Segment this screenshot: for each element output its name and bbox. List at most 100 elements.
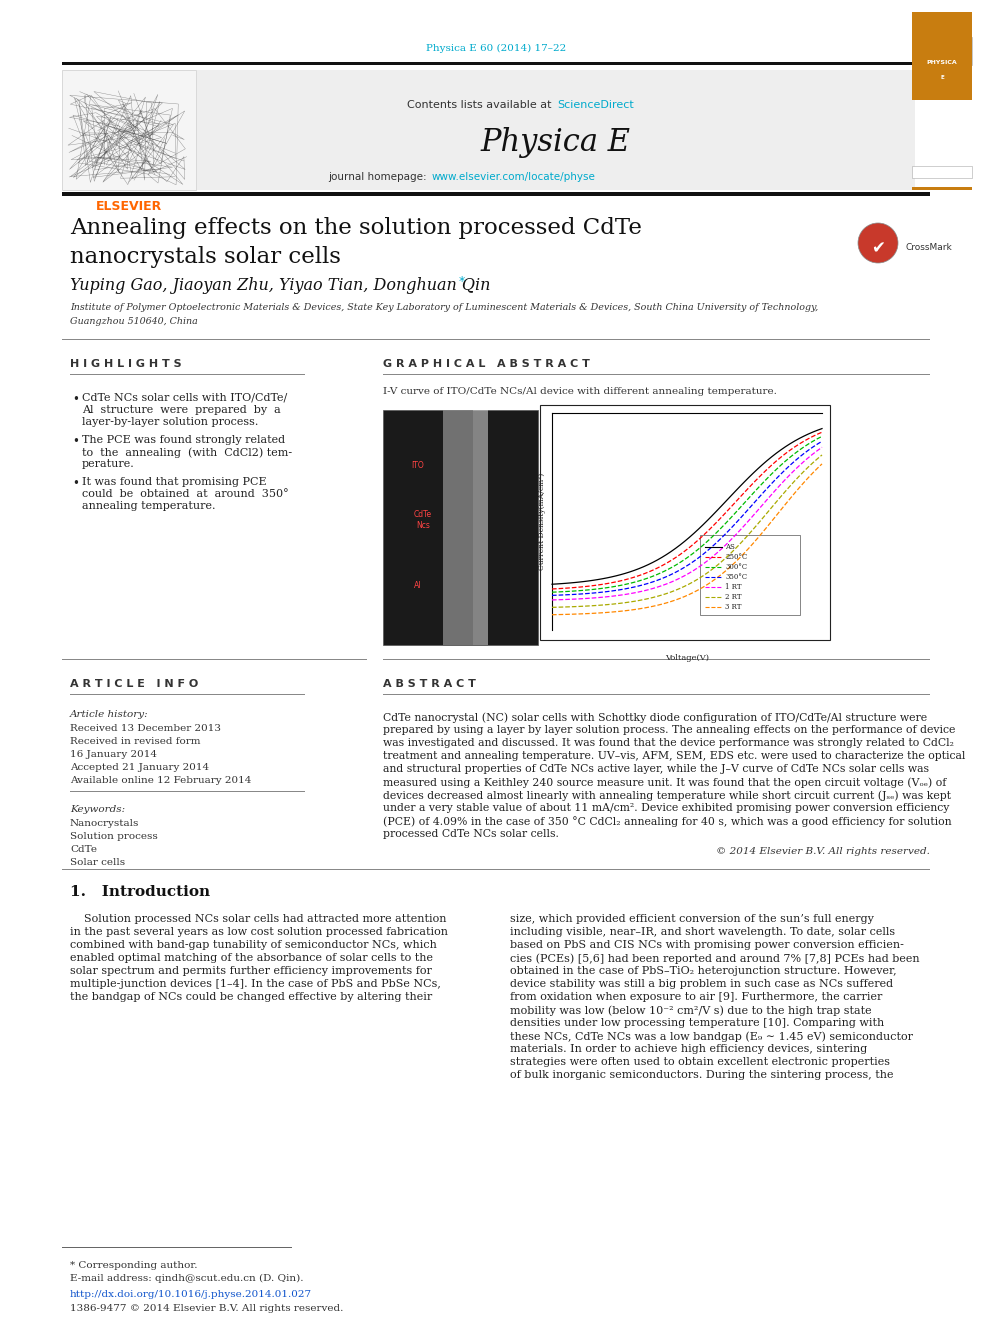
Text: Yuping Gao, Jiaoyan Zhu, Yiyao Tian, Donghuan Qin: Yuping Gao, Jiaoyan Zhu, Yiyao Tian, Don… bbox=[70, 277, 490, 294]
Text: •: • bbox=[72, 435, 79, 448]
Text: PHYSICA: PHYSICA bbox=[927, 60, 957, 65]
Text: 350°C: 350°C bbox=[725, 573, 747, 581]
Text: Available online 12 February 2014: Available online 12 February 2014 bbox=[70, 777, 251, 785]
Bar bbox=[62, 70, 196, 191]
Text: Article history:: Article history: bbox=[70, 710, 149, 718]
Text: Received 13 December 2013: Received 13 December 2013 bbox=[70, 724, 221, 733]
Text: Physica E: Physica E bbox=[480, 127, 630, 157]
Text: Voltage(V): Voltage(V) bbox=[665, 654, 709, 662]
Bar bbox=[700, 534, 800, 615]
Text: Contents lists available at: Contents lists available at bbox=[407, 101, 555, 110]
Text: CdTe NCs solar cells with ITO/CdTe/: CdTe NCs solar cells with ITO/CdTe/ bbox=[82, 393, 288, 404]
Text: solar spectrum and permits further efficiency improvements for: solar spectrum and permits further effic… bbox=[70, 966, 432, 976]
Text: G R A P H I C A L   A B S T R A C T: G R A P H I C A L A B S T R A C T bbox=[383, 359, 590, 369]
Text: 1386-9477 © 2014 Elsevier B.V. All rights reserved.: 1386-9477 © 2014 Elsevier B.V. All right… bbox=[70, 1304, 343, 1312]
Text: Solution process: Solution process bbox=[70, 832, 158, 841]
Text: journal homepage:: journal homepage: bbox=[328, 172, 430, 183]
Text: •: • bbox=[72, 393, 79, 406]
Text: nanocrystals solar cells: nanocrystals solar cells bbox=[70, 246, 341, 269]
Text: 250°C: 250°C bbox=[725, 553, 747, 561]
Text: treatment and annealing temperature. UV–vis, AFM, SEM, EDS etc. were used to cha: treatment and annealing temperature. UV–… bbox=[383, 751, 965, 761]
Text: measured using a Keithley 240 source measure unit. It was found that the open ci: measured using a Keithley 240 source mea… bbox=[383, 777, 946, 787]
Text: cies (PCEs) [5,6] had been reported and around 7% [7,8] PCEs had been: cies (PCEs) [5,6] had been reported and … bbox=[510, 953, 920, 963]
Text: and structural properties of CdTe NCs active layer, while the J–V curve of CdTe : and structural properties of CdTe NCs ac… bbox=[383, 763, 929, 774]
Bar bbox=[197, 70, 915, 191]
Text: 2 RT: 2 RT bbox=[725, 593, 742, 601]
Text: Solution processed NCs solar cells had attracted more attention: Solution processed NCs solar cells had a… bbox=[70, 914, 446, 923]
Text: E-mail address: qindh@scut.edu.cn (D. Qin).: E-mail address: qindh@scut.edu.cn (D. Qi… bbox=[70, 1274, 304, 1283]
Bar bbox=[912, 12, 972, 101]
Bar bbox=[912, 165, 972, 179]
Circle shape bbox=[858, 224, 898, 263]
Text: to  the  annealing  (with  CdCl2) tem-: to the annealing (with CdCl2) tem- bbox=[82, 447, 292, 458]
Text: annealing temperature.: annealing temperature. bbox=[82, 501, 215, 511]
Text: CdTe
Ncs: CdTe Ncs bbox=[414, 511, 433, 529]
Text: Guangzhou 510640, China: Guangzhou 510640, China bbox=[70, 316, 197, 325]
Text: Nanocrystals: Nanocrystals bbox=[70, 819, 139, 828]
Text: (PCE) of 4.09% in the case of 350 °C CdCl₂ annealing for 40 s, which was a good : (PCE) of 4.09% in the case of 350 °C CdC… bbox=[383, 816, 951, 827]
Text: the bandgap of NCs could be changed effective by altering their: the bandgap of NCs could be changed effe… bbox=[70, 992, 433, 1002]
Text: densities under low processing temperature [10]. Comparing with: densities under low processing temperatu… bbox=[510, 1017, 884, 1028]
Text: prepared by using a layer by layer solution process. The annealing effects on th: prepared by using a layer by layer solut… bbox=[383, 725, 955, 736]
Text: multiple-junction devices [1–4]. In the case of PbS and PbSe NCs,: multiple-junction devices [1–4]. In the … bbox=[70, 979, 440, 990]
Text: layer-by-layer solution process.: layer-by-layer solution process. bbox=[82, 417, 258, 427]
Bar bbox=[912, 187, 972, 191]
Bar bbox=[62, 61, 930, 65]
Text: AS: AS bbox=[725, 542, 735, 550]
Text: these NCs, CdTe NCs was a low bandgap (E₉ ∼ 1.45 eV) semiconductor: these NCs, CdTe NCs was a low bandgap (E… bbox=[510, 1031, 913, 1041]
Bar bbox=[383, 410, 538, 646]
Text: CrossMark: CrossMark bbox=[905, 243, 951, 253]
Text: I-V curve of ITO/CdTe NCs/Al device with different annealing temperature.: I-V curve of ITO/CdTe NCs/Al device with… bbox=[383, 388, 777, 397]
Text: ScienceDirect: ScienceDirect bbox=[557, 101, 634, 110]
Bar bbox=[912, 37, 972, 65]
Text: device stability was still a big problem in such case as NCs suffered: device stability was still a big problem… bbox=[510, 979, 893, 990]
Text: The PCE was found strongly related: The PCE was found strongly related bbox=[82, 435, 285, 445]
Text: Al  structure  were  prepared  by  a: Al structure were prepared by a bbox=[82, 405, 281, 415]
Text: combined with band-gap tunability of semiconductor NCs, which: combined with band-gap tunability of sem… bbox=[70, 941, 436, 950]
Text: including visible, near–IR, and short wavelength. To date, solar cells: including visible, near–IR, and short wa… bbox=[510, 927, 895, 937]
Text: E: E bbox=[940, 75, 943, 79]
Text: Institute of Polymer Optoelectronic Materials & Devices, State Key Laboratory of: Institute of Polymer Optoelectronic Mate… bbox=[70, 303, 818, 312]
Text: Keywords:: Keywords: bbox=[70, 804, 125, 814]
Text: Al: Al bbox=[415, 581, 422, 590]
Text: perature.: perature. bbox=[82, 459, 135, 468]
Text: *: * bbox=[459, 275, 465, 288]
Text: devices decreased almost linearly with annealing temperature while short circuit: devices decreased almost linearly with a… bbox=[383, 790, 951, 800]
Text: in the past several years as low cost solution processed fabrication: in the past several years as low cost so… bbox=[70, 927, 448, 937]
Text: ELSEVIER: ELSEVIER bbox=[96, 200, 162, 213]
Text: H I G H L I G H T S: H I G H L I G H T S bbox=[70, 359, 182, 369]
Text: 300°C: 300°C bbox=[725, 564, 747, 572]
Text: ITO: ITO bbox=[412, 460, 425, 470]
Text: CdTe: CdTe bbox=[70, 845, 97, 855]
Text: 1.   Introduction: 1. Introduction bbox=[70, 885, 210, 900]
Bar bbox=[473, 410, 488, 646]
Text: 3 RT: 3 RT bbox=[725, 603, 741, 611]
Text: under a very stable value of about 11 mA/cm². Device exhibited promising power c: under a very stable value of about 11 mA… bbox=[383, 803, 949, 814]
Text: Accepted 21 January 2014: Accepted 21 January 2014 bbox=[70, 763, 209, 773]
Text: Physica E 60 (2014) 17–22: Physica E 60 (2014) 17–22 bbox=[426, 44, 566, 53]
Text: It was found that promising PCE: It was found that promising PCE bbox=[82, 478, 267, 487]
Text: CdTe nanocrystal (NC) solar cells with Schottky diode configuration of ITO/CdTe/: CdTe nanocrystal (NC) solar cells with S… bbox=[383, 712, 928, 722]
Text: A R T I C L E   I N F O: A R T I C L E I N F O bbox=[70, 679, 198, 689]
Text: enabled optimal matching of the absorbance of solar cells to the: enabled optimal matching of the absorban… bbox=[70, 953, 433, 963]
Text: http://dx.doi.org/10.1016/j.physe.2014.01.027: http://dx.doi.org/10.1016/j.physe.2014.0… bbox=[70, 1290, 312, 1299]
Text: could  be  obtained  at  around  350°: could be obtained at around 350° bbox=[82, 490, 289, 499]
Text: based on PbS and CIS NCs with promising power conversion efficien-: based on PbS and CIS NCs with promising … bbox=[510, 941, 904, 950]
Text: ✔: ✔ bbox=[871, 239, 885, 257]
Text: •: • bbox=[72, 478, 79, 490]
Text: mobility was low (below 10⁻² cm²/V s) due to the high trap state: mobility was low (below 10⁻² cm²/V s) du… bbox=[510, 1005, 872, 1016]
Text: A B S T R A C T: A B S T R A C T bbox=[383, 679, 476, 689]
Text: was investigated and discussed. It was found that the device performance was str: was investigated and discussed. It was f… bbox=[383, 738, 954, 747]
Text: Current Density(mA/cm²): Current Density(mA/cm²) bbox=[538, 472, 546, 570]
Text: size, which provided efficient conversion of the sun’s full energy: size, which provided efficient conversio… bbox=[510, 914, 874, 923]
Text: Solar cells: Solar cells bbox=[70, 859, 125, 867]
Text: strategies were often used to obtain excellent electronic properties: strategies were often used to obtain exc… bbox=[510, 1057, 890, 1068]
Text: © 2014 Elsevier B.V. All rights reserved.: © 2014 Elsevier B.V. All rights reserved… bbox=[716, 848, 930, 856]
Text: from oxidation when exposure to air [9]. Furthermore, the carrier: from oxidation when exposure to air [9].… bbox=[510, 992, 882, 1002]
Bar bbox=[540, 405, 830, 640]
Text: obtained in the case of PbS–TiO₂ heterojunction structure. However,: obtained in the case of PbS–TiO₂ heteroj… bbox=[510, 966, 897, 976]
Bar bbox=[62, 192, 930, 196]
Text: 1 RT: 1 RT bbox=[725, 583, 742, 591]
Text: Received in revised form: Received in revised form bbox=[70, 737, 200, 746]
Text: processed CdTe NCs solar cells.: processed CdTe NCs solar cells. bbox=[383, 830, 558, 839]
